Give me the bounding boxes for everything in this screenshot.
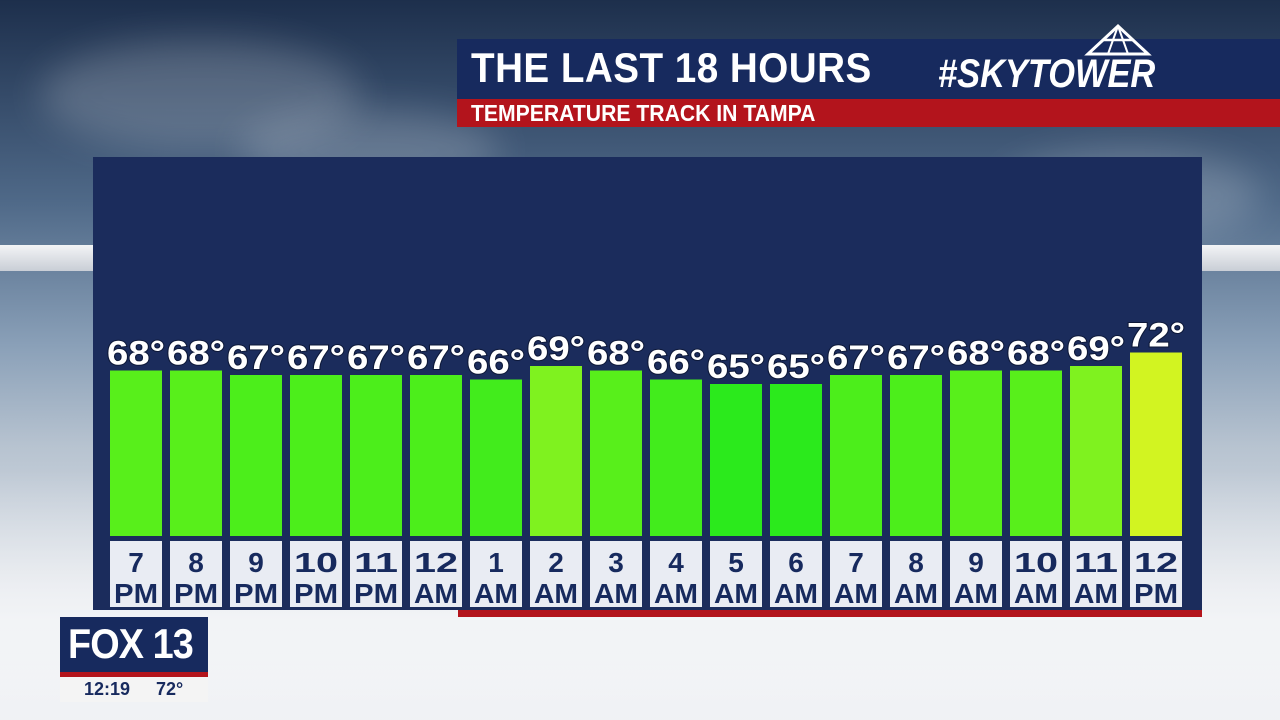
hour-label-0: 7 PM	[114, 547, 158, 609]
hour-label-box-4	[350, 541, 402, 607]
value-label-17: 72°	[1127, 317, 1185, 355]
ticker-time: 12:19	[84, 679, 131, 699]
bar-4	[350, 375, 402, 536]
hour-label-10: 5 AM	[714, 547, 758, 609]
bar-9	[650, 379, 702, 536]
bar-6	[470, 379, 522, 536]
chart-subtitle: TEMPERATURE TRACK IN TAMPA	[471, 100, 816, 126]
hour-label-4: 11 PM	[354, 547, 398, 609]
value-label-3: 67°	[287, 339, 345, 377]
hour-label-box-10	[710, 541, 762, 607]
bar-5	[410, 375, 462, 536]
bar-3	[290, 375, 342, 536]
bar-2	[230, 375, 282, 536]
hour-label-box-2	[230, 541, 282, 607]
value-label-2: 67°	[227, 339, 285, 377]
bar-10	[710, 384, 762, 536]
tower-icon	[1084, 23, 1152, 56]
hour-label-17: 12 PM	[1134, 547, 1178, 609]
skytower-brand: #SKYTOWER	[938, 52, 1156, 96]
hour-label-6: 1 AM	[474, 547, 518, 609]
hour-label-box-6	[470, 541, 522, 607]
station-logo-box	[60, 617, 208, 677]
ticker-temp: 72°	[156, 679, 184, 699]
hour-label-2: 9 PM	[234, 547, 278, 609]
subtitle-bar	[457, 99, 1280, 127]
value-label-7: 69°	[527, 330, 585, 368]
bar-15	[1010, 370, 1062, 536]
chart-title: THE LAST 18 HOURS	[471, 44, 872, 91]
hour-label-box-12	[830, 541, 882, 607]
value-label-9: 66°	[647, 344, 705, 382]
hour-label-1: 8 PM	[174, 547, 218, 609]
value-label-13: 67°	[887, 339, 945, 377]
hour-label-11: 6 AM	[774, 547, 818, 609]
ticker-bar	[60, 677, 208, 702]
hour-label-box-15	[1010, 541, 1062, 607]
value-label-10: 65°	[707, 348, 765, 386]
bar-17	[1130, 352, 1182, 536]
bar-7	[530, 366, 582, 536]
hour-label-12: 7 AM	[834, 547, 878, 609]
bar-0	[110, 370, 162, 536]
hour-label-14: 9 AM	[954, 547, 998, 609]
chart-panel-underline	[458, 610, 1202, 617]
value-label-4: 67°	[347, 339, 405, 377]
hour-label-15: 10 AM	[1014, 547, 1058, 609]
value-label-0: 68°	[107, 335, 165, 373]
hour-label-box-1	[170, 541, 222, 607]
value-label-15: 68°	[1007, 335, 1065, 373]
hour-label-box-17	[1130, 541, 1182, 607]
hour-label-3: 10 PM	[294, 547, 338, 609]
hour-label-box-9	[650, 541, 702, 607]
backdrop-rail-left	[0, 245, 93, 271]
value-label-5: 67°	[407, 339, 465, 377]
value-label-8: 68°	[587, 335, 645, 373]
hour-label-box-8	[590, 541, 642, 607]
value-label-1: 68°	[167, 335, 225, 373]
bar-14	[950, 370, 1002, 536]
value-label-6: 66°	[467, 344, 525, 382]
hour-label-16: 11 AM	[1074, 547, 1118, 609]
hour-label-box-7	[530, 541, 582, 607]
value-label-12: 67°	[827, 339, 885, 377]
bar-16	[1070, 366, 1122, 536]
cloud-1	[40, 40, 360, 150]
bar-13	[890, 375, 942, 536]
hour-label-box-3	[290, 541, 342, 607]
value-label-14: 68°	[947, 335, 1005, 373]
hour-label-9: 4 AM	[654, 547, 698, 609]
hour-label-box-0	[110, 541, 162, 607]
bar-11	[770, 384, 822, 536]
value-label-16: 69°	[1067, 330, 1125, 368]
station-logo-stripe	[60, 672, 208, 677]
hour-label-box-14	[950, 541, 1002, 607]
hour-label-box-16	[1070, 541, 1122, 607]
bar-8	[590, 370, 642, 536]
hour-label-13: 8 AM	[894, 547, 938, 609]
value-label-11: 65°	[767, 348, 825, 386]
station-logo: FOX 13	[68, 620, 194, 667]
hour-label-5: 12 AM	[414, 547, 458, 609]
hour-label-8: 3 AM	[594, 547, 638, 609]
hour-label-7: 2 AM	[534, 547, 578, 609]
bar-12	[830, 375, 882, 536]
hour-label-box-5	[410, 541, 462, 607]
bar-1	[170, 370, 222, 536]
backdrop-rail-right	[1202, 245, 1280, 271]
hour-label-box-13	[890, 541, 942, 607]
hour-label-box-11	[770, 541, 822, 607]
